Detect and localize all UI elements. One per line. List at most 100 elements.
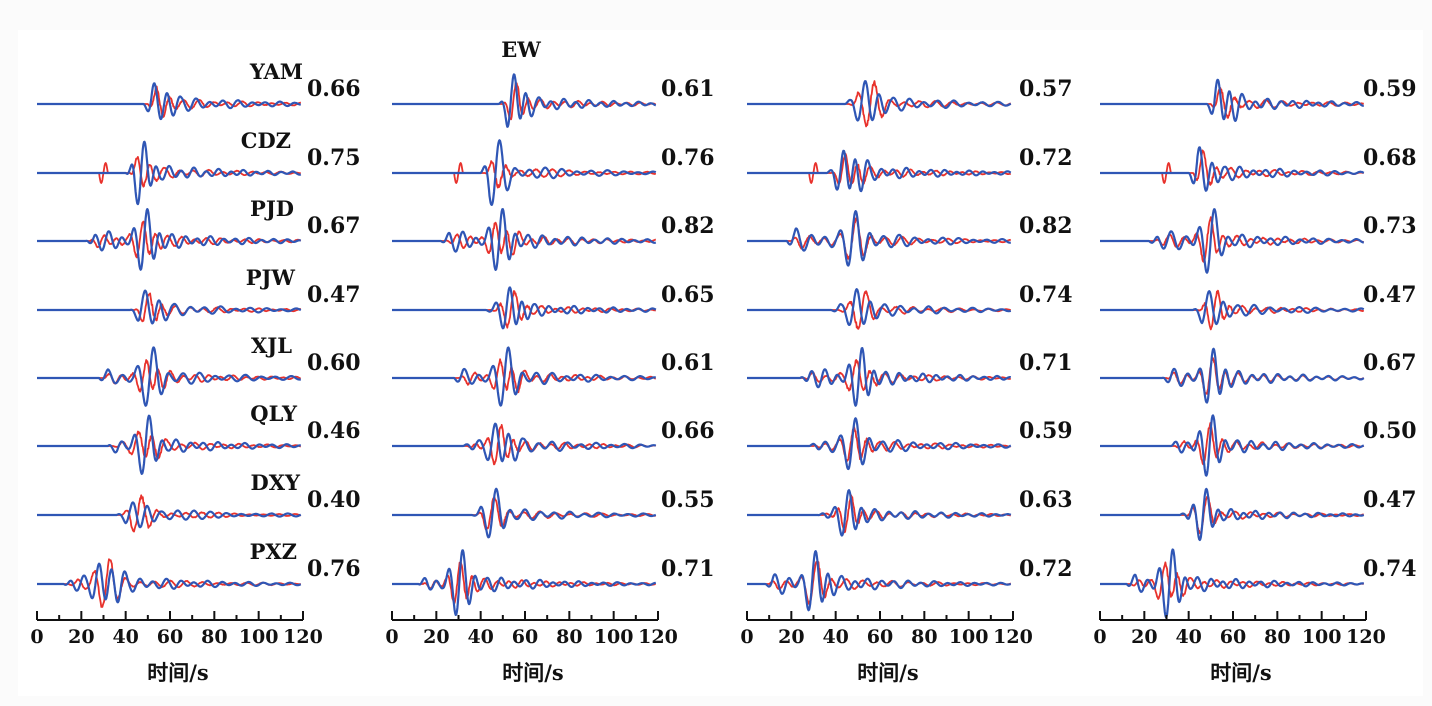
x-tick-label-p1-100: 100 (239, 626, 279, 648)
synthetic-trace-p4-qly (1099, 414, 1365, 477)
x-tick-label-p1-120: 120 (283, 626, 323, 648)
correlation-coefficient-p1-pxz: 0.76 (307, 556, 361, 582)
correlation-coefficient-p4-yam: 0.59 (1363, 76, 1417, 102)
x-axis-label-p4: 时间/s (1210, 660, 1272, 685)
synthetic-trace-p4-xjl (1099, 347, 1365, 404)
correlation-coefficient-p1-yam: 0.66 (307, 76, 361, 102)
synthetic-trace-p4-yam (1099, 78, 1365, 122)
x-tick-label-p1-60: 60 (157, 626, 183, 648)
correlation-coefficient-p4-qly: 0.50 (1363, 418, 1417, 444)
x-tick-label-p3-120: 120 (993, 626, 1033, 648)
station-label-pjd: PJD (250, 196, 294, 221)
synthetic-trace-p3-pjw (746, 288, 1012, 326)
synthetic-trace-p1-pjw (36, 289, 302, 325)
correlation-coefficient-p1-pjw: 0.47 (307, 282, 361, 308)
synthetic-trace-p3-xjl (746, 347, 1012, 407)
synthetic-trace-p3-pxz (746, 550, 1012, 612)
synthetic-trace-p1-yam (36, 82, 302, 121)
correlation-coefficient-p4-dxy: 0.47 (1363, 487, 1417, 513)
synthetic-trace-p1-pjd (36, 208, 302, 271)
synthetic-trace-p2-yam (391, 73, 657, 128)
correlation-coefficient-p2-xjl: 0.61 (661, 350, 715, 376)
x-tick-label-p2-0: 0 (385, 626, 398, 648)
synthetic-trace-p2-pjd (391, 208, 657, 271)
correlation-coefficient-p2-yam: 0.61 (661, 76, 715, 102)
correlation-coefficient-p1-cdz: 0.75 (307, 145, 361, 171)
x-tick-label-p1-80: 80 (201, 626, 227, 648)
correlation-coefficient-p3-yam: 0.57 (1019, 76, 1073, 102)
x-tick-label-p3-20: 20 (778, 626, 804, 648)
component-label: EW (501, 37, 541, 62)
x-tick-label-p1-0: 0 (30, 626, 43, 648)
correlation-coefficient-p1-dxy: 0.40 (307, 487, 361, 513)
correlation-coefficient-p3-dxy: 0.63 (1019, 487, 1073, 513)
correlation-coefficient-p2-pjw: 0.65 (661, 282, 715, 308)
x-tick-label-p3-60: 60 (867, 626, 893, 648)
x-tick-label-p4-80: 80 (1264, 626, 1290, 648)
x-tick-label-p2-80: 80 (556, 626, 582, 648)
correlation-coefficient-p2-qly: 0.66 (661, 418, 715, 444)
synthetic-trace-p1-pxz (36, 562, 302, 604)
x-tick-label-p3-40: 40 (822, 626, 848, 648)
synthetic-trace-p1-cdz (36, 140, 302, 206)
synthetic-trace-p4-pjw (1099, 290, 1365, 326)
station-label-dxy: DXY (251, 470, 302, 495)
traces-layer (36, 73, 1365, 619)
x-tick-label-p4-40: 40 (1175, 626, 1201, 648)
synthetic-trace-p1-qly (36, 414, 302, 475)
synthetic-trace-p2-pjw (391, 286, 657, 330)
x-tick-label-p2-60: 60 (512, 626, 538, 648)
synthetic-trace-p4-pxz (1099, 548, 1365, 619)
synthetic-trace-p2-dxy (391, 487, 657, 539)
synthetic-trace-p1-xjl (36, 346, 302, 407)
station-label-pjw: PJW (246, 265, 296, 290)
x-tick-label-p4-0: 0 (1093, 626, 1106, 648)
x-tick-label-p3-80: 80 (911, 626, 937, 648)
x-axis-label-p1: 时间/s (147, 660, 209, 685)
x-tick-label-p2-20: 20 (423, 626, 449, 648)
correlation-coefficient-p4-pjd: 0.73 (1363, 213, 1417, 239)
x-tick-label-p4-20: 20 (1131, 626, 1157, 648)
station-label-qly: QLY (250, 401, 298, 426)
correlation-coefficient-p1-xjl: 0.60 (307, 350, 361, 376)
correlation-coefficient-p3-cdz: 0.72 (1019, 145, 1073, 171)
synthetic-trace-p4-cdz (1099, 146, 1365, 192)
correlation-coefficient-p2-cdz: 0.76 (661, 145, 715, 171)
x-tick-label-p4-120: 120 (1346, 626, 1386, 648)
station-label-cdz: CDZ (241, 128, 291, 153)
synthetic-trace-p2-pxz (391, 549, 657, 616)
correlation-coefficient-p2-pxz: 0.71 (661, 556, 715, 582)
synthetic-trace-p2-xjl (391, 346, 657, 407)
x-tick-label-p2-100: 100 (594, 626, 634, 648)
synthetic-trace-p4-dxy (1099, 487, 1365, 542)
correlation-coefficient-p4-pxz: 0.74 (1363, 556, 1417, 582)
correlation-coefficient-p3-qly: 0.59 (1019, 418, 1073, 444)
correlation-coefficient-p4-xjl: 0.67 (1363, 350, 1417, 376)
synthetic-trace-p3-yam (746, 80, 1012, 122)
correlation-coefficient-p2-pjd: 0.82 (661, 213, 715, 239)
correlation-coefficient-p3-pjd: 0.82 (1019, 213, 1073, 239)
x-tick-label-p2-120: 120 (638, 626, 678, 648)
correlation-coefficient-p4-pjw: 0.47 (1363, 282, 1417, 308)
x-tick-label-p3-0: 0 (740, 626, 753, 648)
x-tick-label-p4-100: 100 (1302, 626, 1342, 648)
correlation-coefficient-p3-xjl: 0.71 (1019, 350, 1073, 376)
correlation-coefficient-p2-dxy: 0.55 (661, 487, 715, 513)
synthetic-trace-p2-cdz (391, 139, 657, 206)
synthetic-trace-p3-dxy (746, 489, 1012, 537)
x-tick-label-p3-100: 100 (949, 626, 989, 648)
synthetic-trace-p4-pjd (1099, 208, 1365, 274)
synthetic-trace-p2-qly (391, 422, 657, 463)
x-axis-label-p2: 时间/s (502, 660, 564, 685)
synthetic-trace-p3-pjd (746, 210, 1012, 267)
x-tick-label-p1-40: 40 (112, 626, 138, 648)
correlation-coefficient-p1-qly: 0.46 (307, 418, 361, 444)
correlation-coefficient-p3-pjw: 0.74 (1019, 282, 1073, 308)
correlation-coefficient-p4-cdz: 0.68 (1363, 145, 1417, 171)
x-tick-label-p4-60: 60 (1220, 626, 1246, 648)
station-label-yam: YAM (249, 59, 303, 84)
station-label-pxz: PXZ (250, 539, 297, 564)
labels-layer: 0.66YAM0.75CDZ0.67PJD0.47PJW0.60XJL0.46Q… (241, 59, 1417, 582)
